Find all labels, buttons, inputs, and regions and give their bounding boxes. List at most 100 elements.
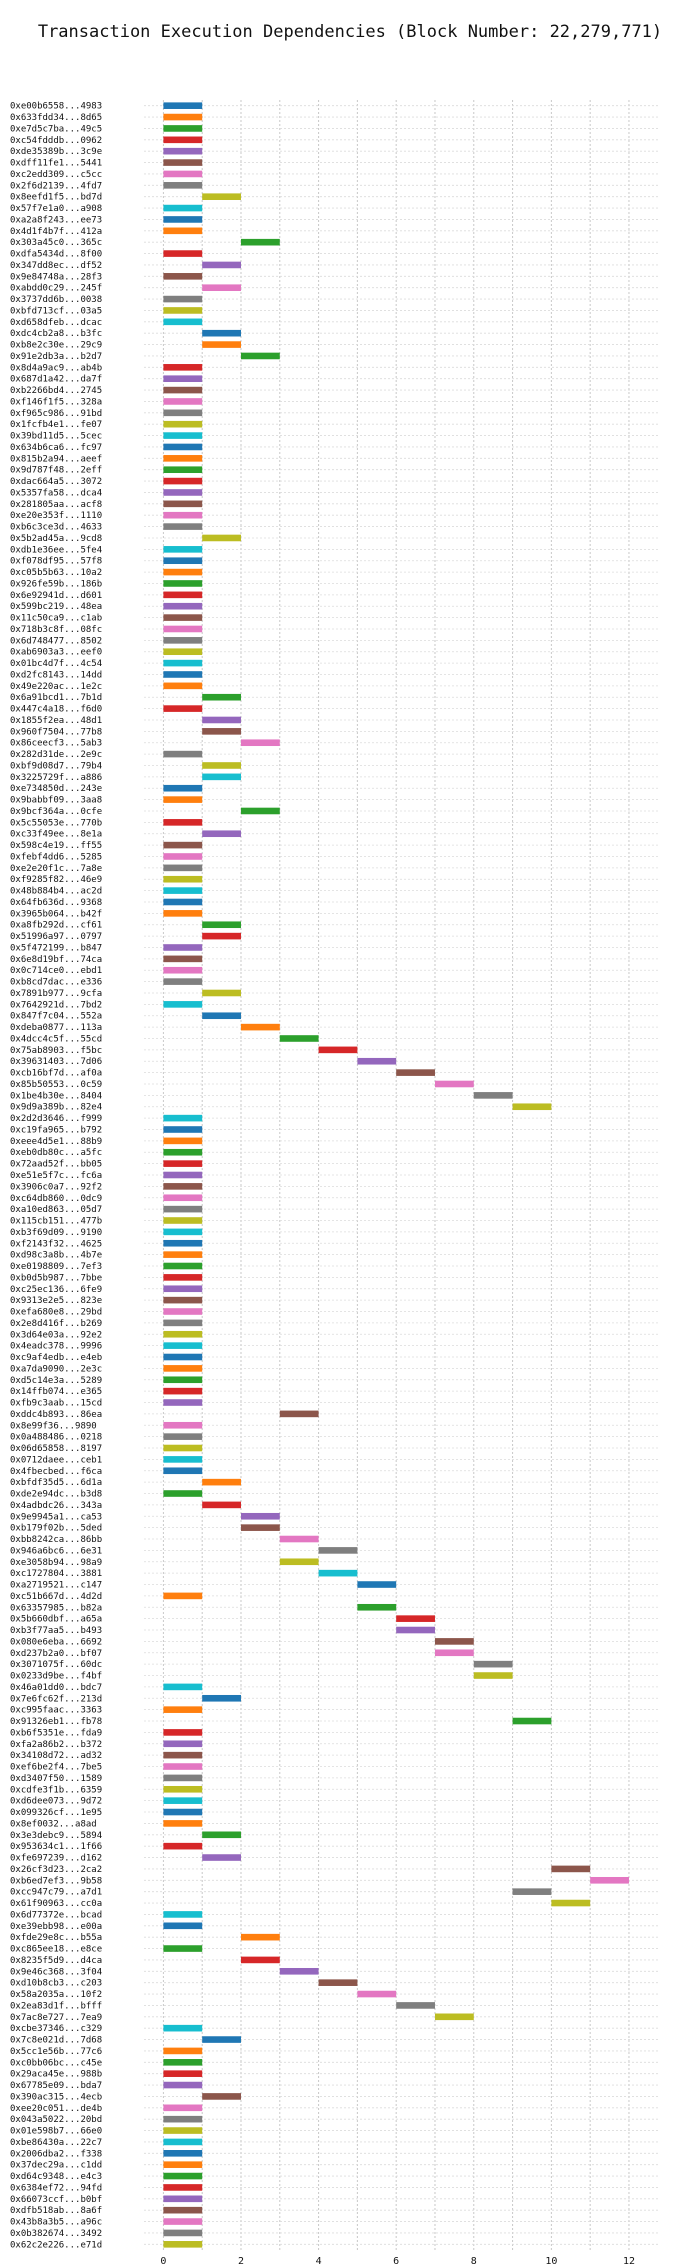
transaction-bar (163, 1262, 203, 1270)
y-tick-label: 0x9e46c368...3f04 (10, 1967, 102, 1977)
transaction-bar (202, 284, 241, 291)
y-tick-label: 0x6d748477...8502 (10, 636, 102, 646)
transaction-bar (240, 1933, 280, 1941)
y-tick-label: 0xdb1e36ee...5fe4 (10, 545, 102, 555)
y-tick-label: 0xc865ee18...e8ce (10, 1945, 102, 1955)
y-tick-label: 0xc19fa965...b792 (10, 1125, 102, 1135)
transaction-bar (163, 1274, 203, 1281)
transaction-bar (163, 841, 203, 849)
transaction-bar (202, 932, 241, 940)
transaction-bar (202, 1478, 241, 1486)
y-tick-label: 0x0233d9be...f4bf (10, 1672, 102, 1682)
y-tick-label: 0xe00b6558...4983 (10, 102, 102, 112)
transaction-bar (512, 1717, 552, 1725)
y-tick-label: 0x7ac8e727...7ea9 (10, 2013, 102, 2023)
transaction-bar (318, 1979, 358, 1986)
y-tick-label: 0x39bd11d5...5cec (10, 432, 102, 442)
transaction-bar (163, 671, 203, 678)
transaction-bar (240, 1512, 280, 1520)
transaction-bar (163, 1376, 203, 1384)
y-tick-label: 0x11c50ca9...c1ab (10, 614, 102, 624)
y-tick-label: 0x0c714ce0...ebd1 (10, 966, 102, 976)
transaction-bar (163, 466, 203, 474)
y-tick-label: 0xcbe37346...c329 (10, 2024, 102, 2034)
transaction-bar (163, 159, 203, 166)
y-tick-label: 0x66073ccf...b0bf (10, 2195, 102, 2205)
y-tick-label: 0xe39ebb98...e00a (10, 1922, 102, 1932)
transaction-bar (163, 1797, 203, 1804)
transaction-bar (163, 1444, 203, 1452)
y-tick-label: 0x2d2d3646...f999 (10, 1114, 102, 1124)
y-tick-label: 0xd3407f50...1589 (10, 1774, 102, 1784)
y-tick-label: 0xf965c986...91bd (10, 409, 102, 419)
y-tick-label: 0x62c2e226...e71d (10, 2240, 102, 2250)
transaction-bar (163, 1763, 203, 1770)
y-tick-label: 0xde2e94dc...b3d8 (10, 1490, 102, 1500)
transaction-bar (202, 921, 241, 929)
y-tick-label: 0xf9285f82...46e9 (10, 875, 102, 885)
y-tick-label: 0x7c8e021d...7d68 (10, 2036, 102, 2046)
y-tick-label: 0x0b382674...3492 (10, 2229, 102, 2239)
transaction-bar (202, 1694, 241, 1702)
y-tick-label: 0x4d1f4b7f...412a (10, 227, 102, 237)
transaction-bar (163, 2241, 203, 2248)
y-tick-label: 0x946a6bc6...6e31 (10, 1546, 102, 1556)
y-tick-label: 0xd2fc8143...14dd (10, 670, 102, 680)
transaction-bar (163, 1308, 203, 1315)
transaction-bar (163, 1251, 203, 1258)
y-tick-label: 0xb8cd7dac...e336 (10, 978, 102, 988)
transaction-bar (318, 1046, 358, 1054)
y-tick-label: 0x5357fa58...dca4 (10, 488, 102, 498)
transaction-bar (163, 2172, 203, 2180)
y-tick-label: 0x46a01dd0...bdc7 (10, 1683, 102, 1693)
y-tick-label: 0xa8fb292d...cf61 (10, 921, 102, 931)
y-tick-label: 0xe2e20f1c...7a8e (10, 864, 102, 874)
y-tick-label: 0x281805aa...acf8 (10, 500, 102, 510)
y-tick-label: 0x6384ef72...94fd (10, 2183, 102, 2193)
transaction-bar (163, 113, 203, 121)
transaction-bar (163, 1785, 203, 1793)
y-tick-label: 0x4fbecbed...f6ca (10, 1467, 102, 1477)
transaction-bar (163, 1001, 203, 1008)
y-tick-label: 0xde35389b...3c9e (10, 147, 102, 157)
transaction-bar (473, 1660, 513, 1668)
y-tick-label: 0xe3058b94...98a9 (10, 1558, 102, 1568)
transaction-bar (163, 2104, 203, 2112)
transaction-bar (163, 1706, 203, 1713)
x-tick-label: 4 (316, 2256, 322, 2267)
transaction-bar (163, 1353, 203, 1361)
y-tick-label: 0xfb9c3aab...15cd (10, 1399, 102, 1409)
transaction-bar (202, 716, 241, 724)
y-tick-label: 0xd98c3a8b...4b7e (10, 1251, 102, 1261)
transaction-bar (163, 1285, 203, 1293)
transaction-bar (202, 193, 241, 200)
y-tick-label: 0xc64db860...0dc9 (10, 1194, 102, 1204)
transaction-bar (163, 875, 203, 883)
transaction-bar (163, 1421, 203, 1429)
transaction-bar (240, 1956, 280, 1964)
y-tick-label: 0x64fb636d...9368 (10, 898, 102, 908)
transaction-bar (163, 1387, 203, 1395)
bars (163, 102, 629, 2248)
y-tick-label: 0x72aad52f...bb05 (10, 1160, 102, 1170)
y-tick-label: 0xe0198809...7ef3 (10, 1262, 102, 1272)
y-tick-label: 0x85b50553...0c59 (10, 1080, 102, 1090)
transaction-bar (202, 329, 241, 337)
transaction-bar (163, 511, 203, 519)
y-tick-label: 0xddc4b893...86ea (10, 1410, 102, 1420)
transaction-bar (163, 2150, 203, 2157)
transaction-bar (163, 796, 203, 803)
transaction-bar (163, 557, 203, 565)
y-tick-label: 0x37dec29a...c1dd (10, 2161, 102, 2171)
transaction-bar (163, 102, 203, 109)
transaction-bar (163, 1319, 203, 1327)
transaction-bar (357, 1990, 397, 1998)
transaction-bar (163, 2195, 203, 2203)
y-tick-label: 0x3906c0a7...92f2 (10, 1182, 102, 1192)
transaction-bar (163, 1183, 203, 1190)
transaction-bar (318, 1569, 358, 1577)
x-tick-label: 12 (623, 2256, 635, 2267)
y-tick-label: 0x7e6fc62f...213d (10, 1694, 102, 1704)
y-tick-labels: 0xe00b6558...49830x633fdd34...8d650xe7d5… (10, 102, 102, 2251)
y-tick-label: 0x57f7e1a0...a908 (10, 204, 102, 214)
